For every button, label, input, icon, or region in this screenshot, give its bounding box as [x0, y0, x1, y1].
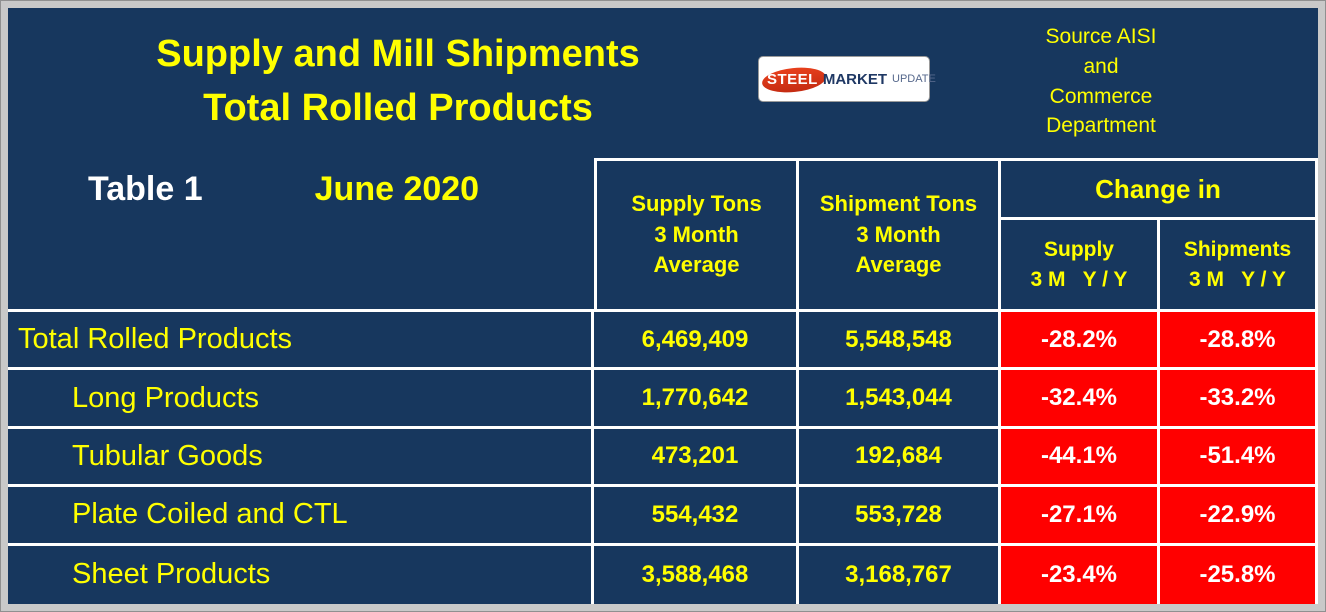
shipment-change-value: -28.8% [1160, 312, 1318, 371]
row-label: Sheet Products [8, 545, 594, 604]
table-number-label: Table 1 [88, 170, 203, 208]
supply-change-value: -28.2% [1001, 312, 1160, 371]
logo-steel-text: STEEL [767, 70, 818, 88]
shipment-change-value: -25.8% [1160, 545, 1318, 604]
column-header-change-shipments: Shipments 3 M Y / Y [1160, 220, 1318, 312]
supply-tons-value: 473,201 [594, 428, 799, 488]
shipment-change-value: -22.9% [1160, 487, 1318, 546]
logo-market-text: MARKET [822, 70, 888, 88]
column-header-supply-tons: Supply Tons 3 Month Average [594, 158, 799, 312]
shipment-tons-value: 5,548,548 [799, 312, 1001, 371]
supply-tons-value: 1,770,642 [594, 370, 799, 429]
shipment-tons-value: 192,684 [799, 428, 1001, 488]
data-table: Table 1 June 2020 Supply Tons 3 Month Av… [8, 158, 1318, 604]
column-header-shipment-tons: Shipment Tons 3 Month Average [799, 158, 1001, 312]
supply-change-value: -44.1% [1001, 428, 1160, 488]
logo-update-text: UPDATE [892, 73, 936, 85]
shipment-change-value: -33.2% [1160, 370, 1318, 429]
page-title-line2: Total Rolled Products [203, 86, 593, 129]
supply-change-value: -32.4% [1001, 370, 1160, 429]
page-title: Supply and Mill Shipments Total Rolled P… [38, 8, 758, 136]
shipment-tons-value: 3,168,767 [799, 545, 1001, 604]
shipment-tons-value: 1,543,044 [799, 370, 1001, 429]
steel-market-update-logo: STEEL MARKET UPDATE [758, 56, 936, 102]
column-header-change-in: Change in [1001, 158, 1318, 220]
page-title-line1: Supply and Mill Shipments [156, 33, 640, 75]
row-label: Long Products [8, 370, 594, 429]
supply-tons-value: 3,588,468 [594, 545, 799, 604]
supply-tons-value: 554,432 [594, 487, 799, 546]
shipment-change-value: -51.4% [1160, 428, 1318, 488]
table-date-label: June 2020 [314, 170, 480, 208]
table-caption: Table 1 June 2020 [8, 158, 594, 312]
header: Supply and Mill Shipments Total Rolled P… [8, 8, 1318, 158]
row-label: Total Rolled Products [8, 312, 594, 371]
row-label: Plate Coiled and CTL [8, 487, 594, 546]
source-note: Source AISI and Commerce Department [1045, 25, 1157, 138]
column-header-change-supply: Supply 3 M Y / Y [1001, 220, 1160, 312]
supply-tons-value: 6,469,409 [594, 312, 799, 371]
supply-change-value: -27.1% [1001, 487, 1160, 546]
row-label: Tubular Goods [8, 428, 594, 488]
supply-change-value: -23.4% [1001, 545, 1160, 604]
slide: Supply and Mill Shipments Total Rolled P… [8, 8, 1318, 604]
shipment-tons-value: 553,728 [799, 487, 1001, 546]
